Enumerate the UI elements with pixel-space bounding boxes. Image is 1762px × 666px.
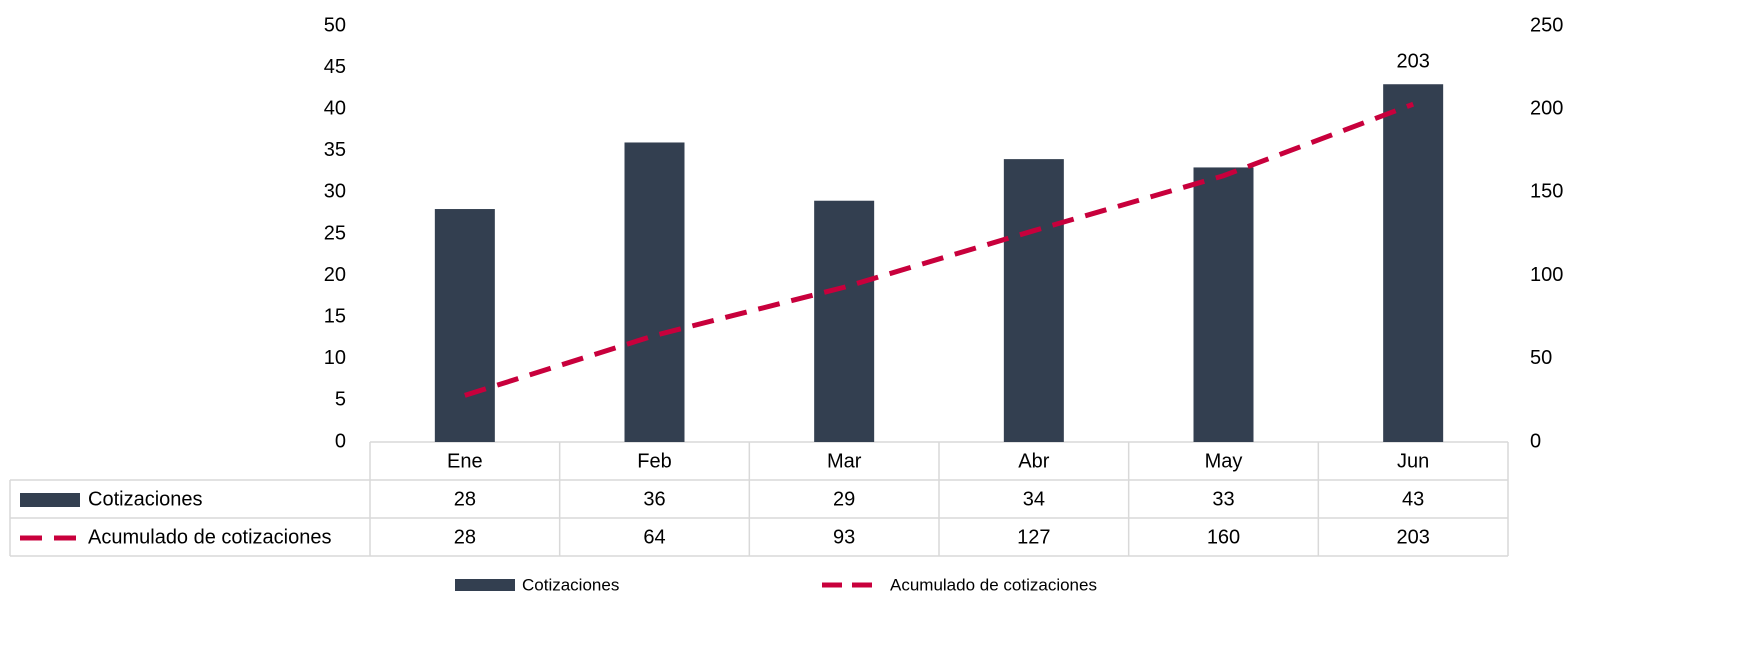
y2-tick-label: 50 [1530,347,1552,369]
bar [434,209,495,442]
table-cell: 28 [454,526,476,548]
table-cell: 43 [1402,488,1424,510]
bar [624,142,685,443]
y-tick-label: 5 [335,389,346,411]
table-row-label: Cotizaciones [88,488,203,510]
bar [1003,159,1064,442]
y-tick-label: 50 [324,14,346,36]
y-tick-label: 35 [324,139,346,161]
bar [814,200,875,442]
table-cell: 34 [1023,488,1045,510]
table-cell: 93 [833,526,855,548]
legend-label: Cotizaciones [522,575,619,594]
y2-tick-label: 0 [1530,430,1541,452]
table-cell: 160 [1207,526,1240,548]
y2-tick-label: 150 [1530,181,1563,203]
bar [1193,167,1254,442]
table-row-label: Acumulado de cotizaciones [88,526,331,548]
table-cell: 33 [1212,488,1234,510]
y-tick-label: 10 [324,347,346,369]
x-tick-label: Feb [637,450,671,472]
table-cell: 64 [643,526,665,548]
legend-swatch [20,493,80,507]
x-tick-label: Mar [827,450,862,472]
x-tick-label: Jun [1397,450,1429,472]
y2-tick-label: 250 [1530,14,1563,36]
y-tick-label: 15 [324,305,346,327]
y2-tick-label: 100 [1530,264,1563,286]
legend-label: Acumulado de cotizaciones [890,575,1097,594]
x-tick-label: May [1205,450,1243,472]
y-tick-label: 30 [324,181,346,203]
y-tick-label: 40 [324,97,346,119]
y-tick-label: 0 [335,430,346,452]
y-tick-label: 45 [324,56,346,78]
table-cell: 28 [454,488,476,510]
line-series [464,101,1415,398]
legend-swatch [455,579,515,591]
y2-tick-label: 200 [1530,97,1563,119]
y-tick-label: 25 [324,222,346,244]
bar [1383,84,1444,443]
table-cell: 203 [1396,526,1429,548]
table-cell: 36 [643,488,665,510]
x-tick-label: Abr [1018,450,1049,472]
y-tick-label: 20 [324,264,346,286]
table-cell: 29 [833,488,855,510]
table-cell: 127 [1017,526,1050,548]
x-tick-label: Ene [447,450,483,472]
data-label: 203 [1396,50,1429,72]
